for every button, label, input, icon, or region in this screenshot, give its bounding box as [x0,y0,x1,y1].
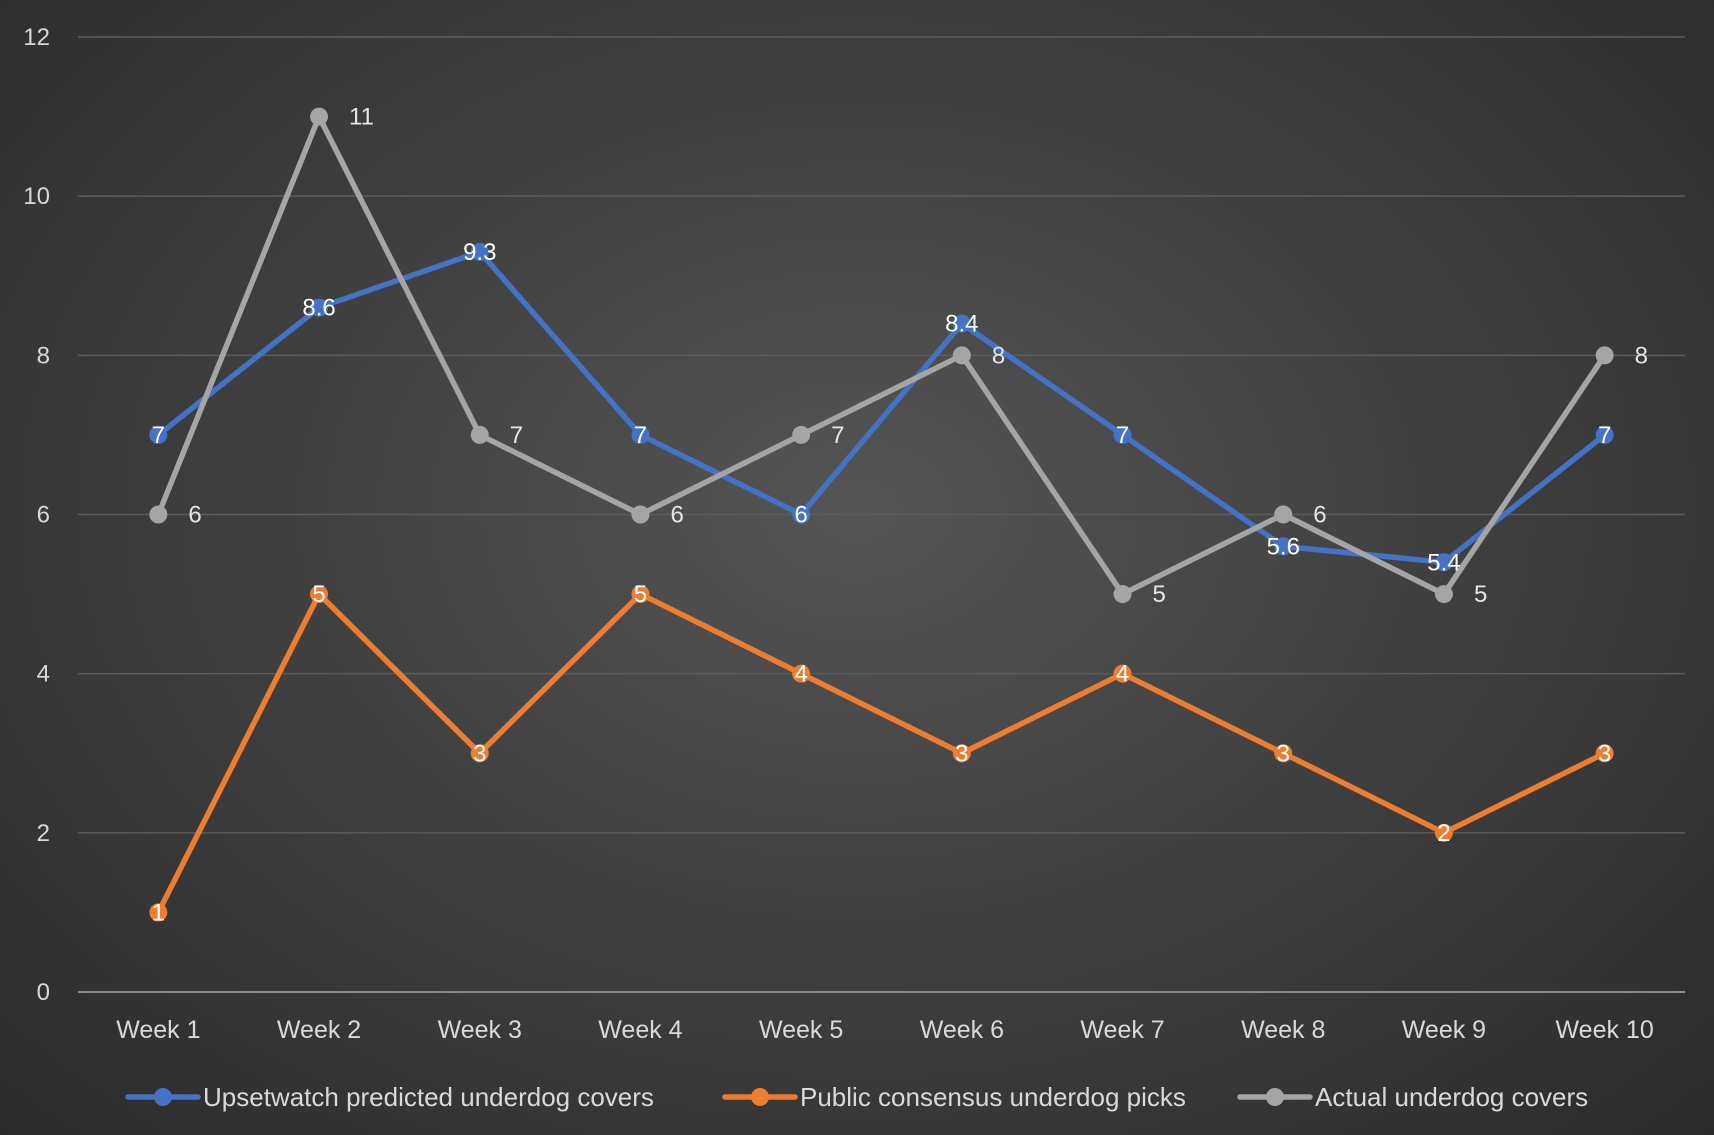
data-point [1274,505,1293,524]
series-line-2 [155,591,1608,916]
data-label: 11 [349,104,374,131]
x-tick-label: Week 4 [598,1016,682,1044]
data-point [470,744,489,763]
data-point [1113,585,1132,604]
y-tick-label: 0 [37,979,50,1006]
data-label: 5.6 [1267,533,1300,560]
x-tick-label: Week 8 [1241,1016,1325,1044]
data-label: 8 [992,342,1005,369]
data-label: 5 [634,581,647,608]
y-tick-label: 2 [37,820,50,847]
data-label: 3 [1277,740,1290,767]
data-point [1274,744,1293,763]
series-line-3 [155,113,1608,597]
x-tick-label: Week 3 [438,1016,522,1044]
data-point [470,242,489,261]
legend: Upsetwatch predicted underdog covers Publ… [125,1082,1588,1112]
data-label: 5.4 [1427,549,1460,576]
data-point [1595,346,1614,365]
data-label: 8.4 [945,311,978,338]
data-point [952,346,971,365]
data-label: 4 [794,661,807,688]
data-point [310,298,329,317]
x-tick-label: Week 7 [1080,1016,1164,1044]
data-point [1595,744,1614,763]
x-tick-label: Week 6 [920,1016,1004,1044]
data-label: 2 [1437,820,1450,847]
legend-label: Actual underdog covers [1315,1082,1588,1112]
data-point [1434,553,1453,572]
data-label: 6 [794,502,807,529]
y-tick-label: 10 [23,183,50,210]
data-label: 8 [1635,342,1648,369]
data-label: 5 [1153,581,1166,608]
data-point [1595,425,1614,444]
data-point [631,505,650,524]
data-label: 7 [1116,422,1129,449]
x-tick-label: Week 2 [277,1016,361,1044]
data-label: 7 [634,422,647,449]
data-label: 5 [1474,581,1487,608]
x-tick-label: Week 10 [1556,1016,1654,1044]
legend-label: Upsetwatch predicted underdog covers [203,1082,654,1112]
data-label: 5 [312,581,325,608]
data-point [1113,425,1132,444]
data-label: 4 [1116,661,1129,688]
data-label: 7 [1598,422,1611,449]
data-point [310,107,329,126]
series-line-1 [155,249,1608,565]
data-point [1274,537,1293,556]
legend-item-1: Upsetwatch predicted underdog covers [125,1082,654,1112]
data-point [1434,823,1453,842]
gridlines [78,36,1685,834]
data-labels: 7 8.6 9.3 7 6 8.4 7 5.6 5.4 7 1 5 3 5 4 3 4 3 2 3 6 11 7 6 7 8 5 6 5… [152,104,1648,927]
data-point [631,585,650,604]
data-point [792,425,811,444]
data-point [149,425,168,444]
data-point [952,744,971,763]
data-label: 6 [1313,502,1326,529]
x-tick-label: Week 5 [759,1016,843,1044]
data-point [952,314,971,333]
x-tick-label: Week 1 [116,1016,200,1044]
data-label: 7 [510,422,523,449]
data-point [310,585,329,604]
data-label: 3 [1598,740,1611,767]
series [149,107,1614,922]
data-point [1113,664,1132,683]
data-point [149,505,168,524]
legend-item-2: Public consensus underdog picks [722,1082,1186,1112]
data-label: 7 [152,422,165,449]
data-label: 7 [831,422,844,449]
data-point [792,505,811,524]
data-point [149,903,168,922]
data-point [1434,585,1453,604]
legend-item-3: Actual underdog covers [1237,1082,1588,1112]
legend-swatch-marker [751,1088,769,1106]
data-label: 1 [152,899,165,926]
legend-swatch-marker [1266,1088,1284,1106]
y-tick-label: 12 [23,24,50,51]
data-label: 3 [955,740,968,767]
data-point [631,425,650,444]
y-tick-label: 6 [37,502,50,529]
data-point [470,425,489,444]
y-tick-label: 4 [37,661,50,688]
data-label: 6 [670,502,683,529]
data-label: 8.6 [302,295,335,322]
data-label: 9.3 [463,239,496,266]
data-label: 3 [473,740,486,767]
legend-swatch-marker [154,1088,172,1106]
data-point [792,664,811,683]
data-label: 6 [188,502,201,529]
legend-label: Public consensus underdog picks [800,1082,1186,1112]
x-tick-label: Week 9 [1402,1016,1486,1044]
y-tick-label: 8 [37,342,50,369]
